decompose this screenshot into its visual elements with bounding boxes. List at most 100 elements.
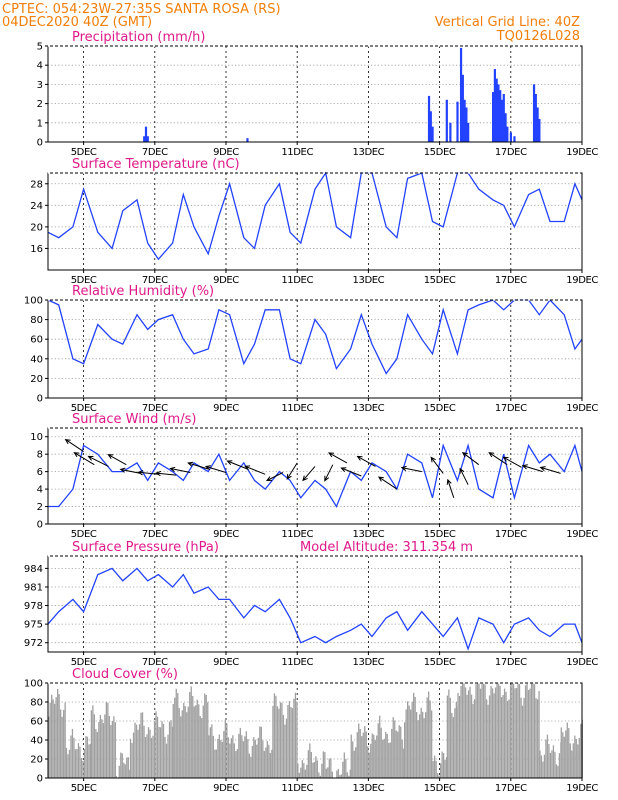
cloud-bar [373, 734, 375, 778]
wind-panel: 0 2 4 6 8 10 5DEC 7DEC 9DEC 11DEC 13DEC 15DEC 17DEC 1… [30, 427, 599, 540]
cloud-bar [113, 716, 115, 778]
precip-bar [534, 94, 537, 142]
cloud-bar [388, 742, 390, 778]
cloud-bar [223, 731, 225, 778]
pres-panel: 972 975 978 981 984 5DEC 7DEC 9DEC 11DEC 13DEC 15D… [24, 555, 599, 668]
cloud-bar [71, 728, 74, 778]
cloud-bar [331, 771, 333, 778]
cloud-bar [473, 699, 476, 778]
cloud-bar [140, 712, 142, 778]
cloud-bar [572, 743, 574, 778]
cloud-bar [407, 701, 409, 778]
temp-xtick-label: 5DEC [71, 275, 97, 286]
cloud-bar [552, 745, 555, 778]
cloud-bar [542, 761, 544, 778]
cloud-bar [382, 739, 384, 778]
cloud-bar [426, 697, 428, 778]
cloud-bar [126, 757, 128, 778]
cloud-bar [508, 699, 510, 778]
cloud-bar [444, 759, 446, 778]
cloud-bar [230, 738, 232, 778]
cloud-bar [60, 709, 62, 778]
cloud-bar [383, 738, 385, 778]
cloud-bar [539, 750, 541, 778]
cloud-bar [318, 772, 320, 778]
wind-xtick-label: 17DEC [495, 529, 527, 540]
wind-ytick-label: 2 [37, 502, 43, 513]
cloud-bar [395, 730, 397, 778]
cloud-bar [488, 695, 491, 778]
cloud-bar [272, 705, 274, 778]
cloud-bar [423, 718, 425, 778]
cloud-bar [578, 738, 580, 778]
header-datetime: 04DEC2020 40Z (GMT) [2, 15, 152, 30]
cloud-bar [376, 735, 378, 778]
cloud-bar [218, 734, 220, 778]
cloud-bar [558, 753, 561, 778]
cloud-bar [247, 739, 249, 778]
cloud-bar [273, 693, 276, 778]
cloud-bar [348, 775, 350, 778]
cloud-bar [201, 718, 203, 778]
precip-xtick-label: 5DEC [71, 147, 97, 158]
header-location: CPTEC: 054:23W-27:35S SANTA ROSA (RS) [2, 2, 281, 17]
cloud-bar [313, 761, 315, 778]
cloud-bar [189, 692, 191, 778]
cloud-bar [290, 707, 292, 778]
cloud-bar [340, 774, 342, 778]
cloud-bar [307, 750, 309, 778]
temp-xtick-label: 13DEC [353, 275, 385, 286]
cloud-bar [150, 737, 153, 778]
precip-bar [146, 136, 149, 142]
cloud-bar [304, 769, 306, 778]
cloud-bar [129, 738, 132, 778]
cloud-bar [359, 729, 361, 778]
cloud-bar [70, 735, 72, 778]
wind-arrow [73, 452, 95, 466]
cloud-bar [377, 723, 379, 778]
precip-bar [509, 132, 512, 142]
cloud-xtick-label: 9DEC [213, 783, 239, 794]
cloud-bar [435, 760, 437, 778]
cloud-bar [527, 689, 530, 778]
cloud-bar [186, 712, 188, 778]
cloud-bar [479, 688, 482, 778]
cloud-bar [158, 726, 160, 778]
cloud-bar [411, 702, 413, 778]
cloud-bar [574, 735, 576, 778]
cloud-bar [172, 704, 174, 778]
cloud-bar [535, 698, 537, 778]
temp-title: Surface Temperature (nC) [72, 157, 240, 172]
cloud-ytick-label: 80 [30, 698, 43, 709]
cloud-bar [316, 760, 318, 778]
cloud-bar [118, 765, 120, 778]
cloud-bar [297, 763, 299, 778]
cloud-bar [63, 709, 65, 778]
cloud-bar [287, 705, 289, 778]
cloud-bar [108, 716, 111, 778]
cloud-bar [282, 714, 285, 778]
temp-ytick-label: 16 [30, 244, 43, 255]
cloud-bar [353, 750, 355, 778]
precip-bar [465, 107, 468, 142]
cloud-bar [254, 740, 256, 778]
cloud-bar [472, 703, 474, 778]
cloud-bar [439, 763, 442, 778]
precip-bar [504, 113, 507, 142]
cloud-bar [301, 760, 303, 778]
cloud-bar [339, 775, 341, 778]
cloud-bar [48, 716, 50, 778]
cloud-xtick-label: 7DEC [142, 783, 168, 794]
cloud-bar [232, 735, 234, 778]
cloud-bar [192, 695, 194, 778]
wind-arrow [356, 455, 376, 467]
precip-ytick-label: 3 [37, 80, 43, 91]
wind-frame [47, 427, 583, 525]
precip-ytick-label: 4 [37, 61, 43, 72]
precip-bar [461, 74, 464, 142]
rh-ytick-label: 100 [24, 296, 43, 307]
cloud-bar [517, 683, 519, 778]
wind-arrow [187, 461, 209, 470]
cloud-bar [482, 683, 485, 778]
wind-arrow [446, 478, 455, 498]
